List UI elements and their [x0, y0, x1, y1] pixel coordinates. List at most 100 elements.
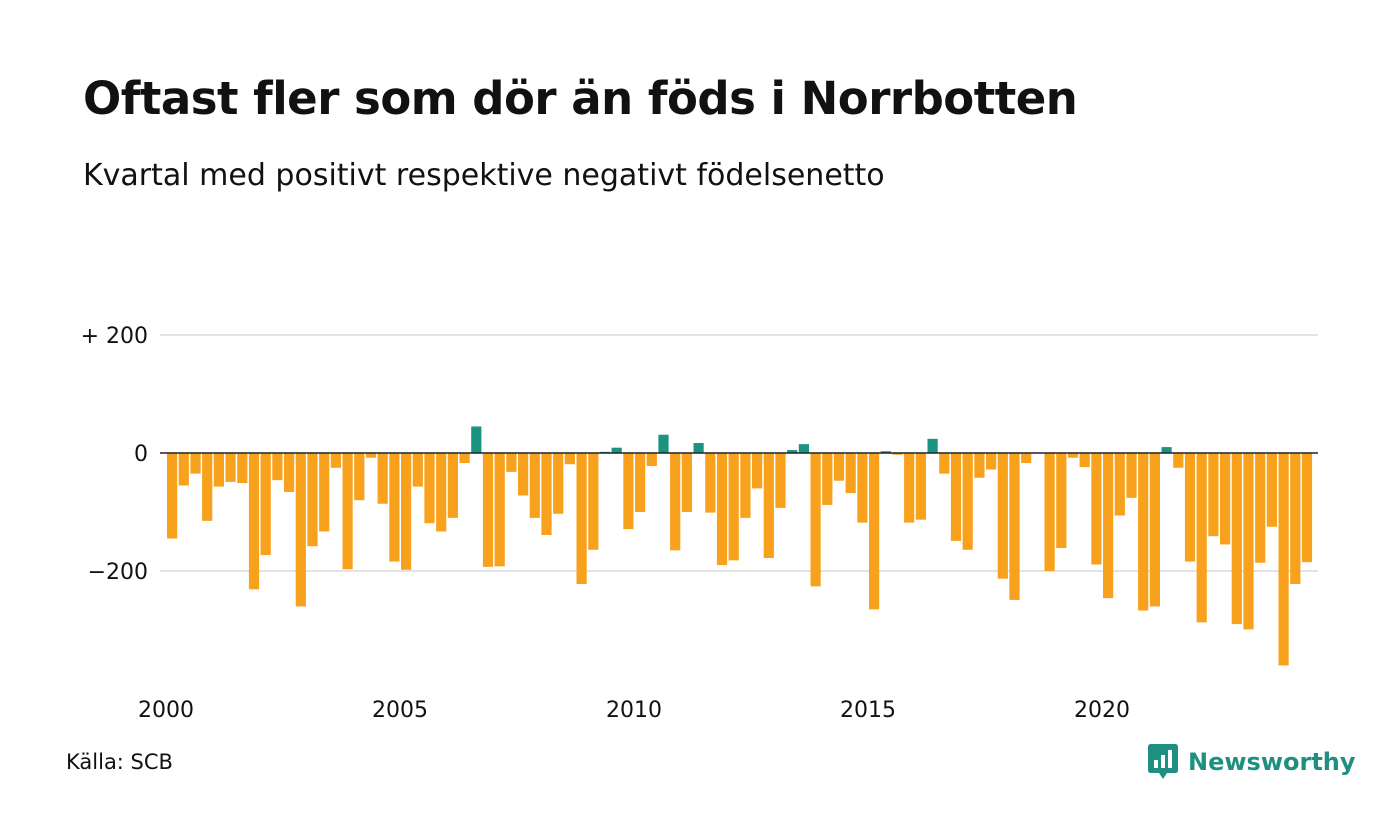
bar-q71: [986, 453, 997, 470]
bar-q90: [1208, 453, 1219, 537]
bar-q50: [740, 453, 751, 518]
bar-q14: [319, 453, 330, 532]
bar-q56: [810, 453, 821, 587]
bar-chart-speech-bubble-icon: [1148, 744, 1178, 779]
x-axis-ticks: 2000 2005 2010 2015 2020: [138, 698, 1130, 723]
bar-q19: [377, 453, 388, 504]
gridlines: [160, 334, 1318, 572]
bar-q54: [787, 450, 798, 453]
bar-q60: [857, 453, 868, 523]
bar-q41: [635, 453, 646, 512]
bar-q79: [1079, 453, 1090, 468]
bar-q80: [1091, 453, 1102, 565]
bar-q11: [284, 453, 295, 492]
bar-q81: [1103, 453, 1114, 599]
bar-q62: [880, 451, 891, 453]
bar-q44: [670, 453, 681, 551]
bar-q5: [213, 453, 224, 487]
bar-q9: [260, 453, 271, 556]
bar-q96: [1278, 453, 1289, 666]
bar-q61: [869, 453, 880, 610]
bar-q21: [401, 453, 412, 570]
bar-q93: [1243, 453, 1254, 630]
x-tick-label: 2015: [840, 698, 896, 723]
bar-q86: [1161, 447, 1172, 453]
bar-q82: [1114, 453, 1125, 516]
bar-q25: [447, 453, 458, 518]
bar-q8: [248, 453, 260, 590]
bar-q12: [295, 453, 306, 607]
bar-q59: [845, 453, 856, 494]
bar-q74: [1021, 453, 1032, 464]
bar-q83: [1126, 453, 1137, 498]
bar-q85: [1149, 453, 1160, 607]
bar-q64: [904, 453, 915, 523]
bar-q35: [564, 453, 575, 465]
brand-name: Newsworthy: [1188, 748, 1356, 776]
bar-q13: [307, 453, 318, 547]
bar-q2: [178, 453, 189, 486]
bar-q22: [412, 453, 423, 487]
bar-q4: [202, 453, 213, 521]
bar-q66: [927, 438, 938, 453]
y-tick-label: + 200: [81, 324, 148, 349]
bar-q18: [365, 453, 377, 458]
x-tick-label: 2020: [1074, 698, 1130, 723]
bar-q84: [1138, 453, 1149, 611]
bar-q32: [529, 453, 540, 518]
bar-q29: [494, 453, 505, 567]
bar-q68: [950, 453, 962, 541]
bar-q78: [1067, 453, 1079, 458]
bar-q1: [167, 453, 178, 539]
bar-q57: [822, 453, 833, 505]
bar-q27: [471, 426, 482, 453]
bar-q20: [389, 453, 400, 562]
bar-q46: [693, 442, 704, 453]
bar-q92: [1231, 453, 1242, 625]
bars: [167, 426, 1313, 666]
chart-title: Oftast fler som dör än föds i Norrbotten: [83, 72, 1078, 125]
bar-q45: [681, 453, 692, 512]
bar-q43: [658, 434, 669, 453]
bar-q55: [798, 444, 809, 453]
bar-q39: [611, 447, 622, 453]
bar-q15: [330, 453, 341, 468]
bar-q47: [705, 453, 716, 513]
bar-q87: [1173, 453, 1184, 468]
bar-q63: [892, 453, 903, 455]
bar-q28: [482, 453, 494, 567]
bar-q69: [962, 453, 973, 550]
bar-q94: [1255, 453, 1266, 563]
bar-q67: [939, 453, 950, 474]
bar-q24: [436, 453, 447, 532]
bar-q73: [1009, 453, 1020, 600]
x-tick-label: 2010: [606, 698, 662, 723]
bar-q53: [775, 453, 786, 508]
bar-q97: [1290, 453, 1301, 584]
x-tick-label: 2005: [372, 698, 428, 723]
bar-q52: [763, 453, 774, 559]
y-tick-label: −200: [88, 560, 148, 585]
bar-q7: [237, 453, 248, 484]
bar-q98: [1301, 453, 1313, 563]
bar-q6: [225, 453, 236, 482]
bar-q3: [190, 453, 201, 474]
y-axis-ticks: + 200 0 −200: [81, 324, 148, 585]
bar-q37: [588, 453, 599, 550]
bar-q40: [623, 453, 634, 530]
bar-q72: [997, 453, 1008, 579]
bar-q10: [272, 453, 283, 481]
bar-q30: [506, 453, 517, 472]
bar-q16: [342, 453, 353, 570]
bar-q48: [716, 453, 728, 566]
bar-q91: [1220, 453, 1231, 545]
y-tick-label: 0: [134, 442, 148, 467]
bar-q33: [541, 453, 552, 536]
source-note: Källa: SCB: [66, 750, 173, 774]
bar-q34: [553, 453, 564, 514]
bar-q23: [424, 453, 435, 524]
bar-q26: [459, 453, 470, 464]
bar-q77: [1056, 453, 1067, 548]
bar-q95: [1266, 453, 1277, 527]
